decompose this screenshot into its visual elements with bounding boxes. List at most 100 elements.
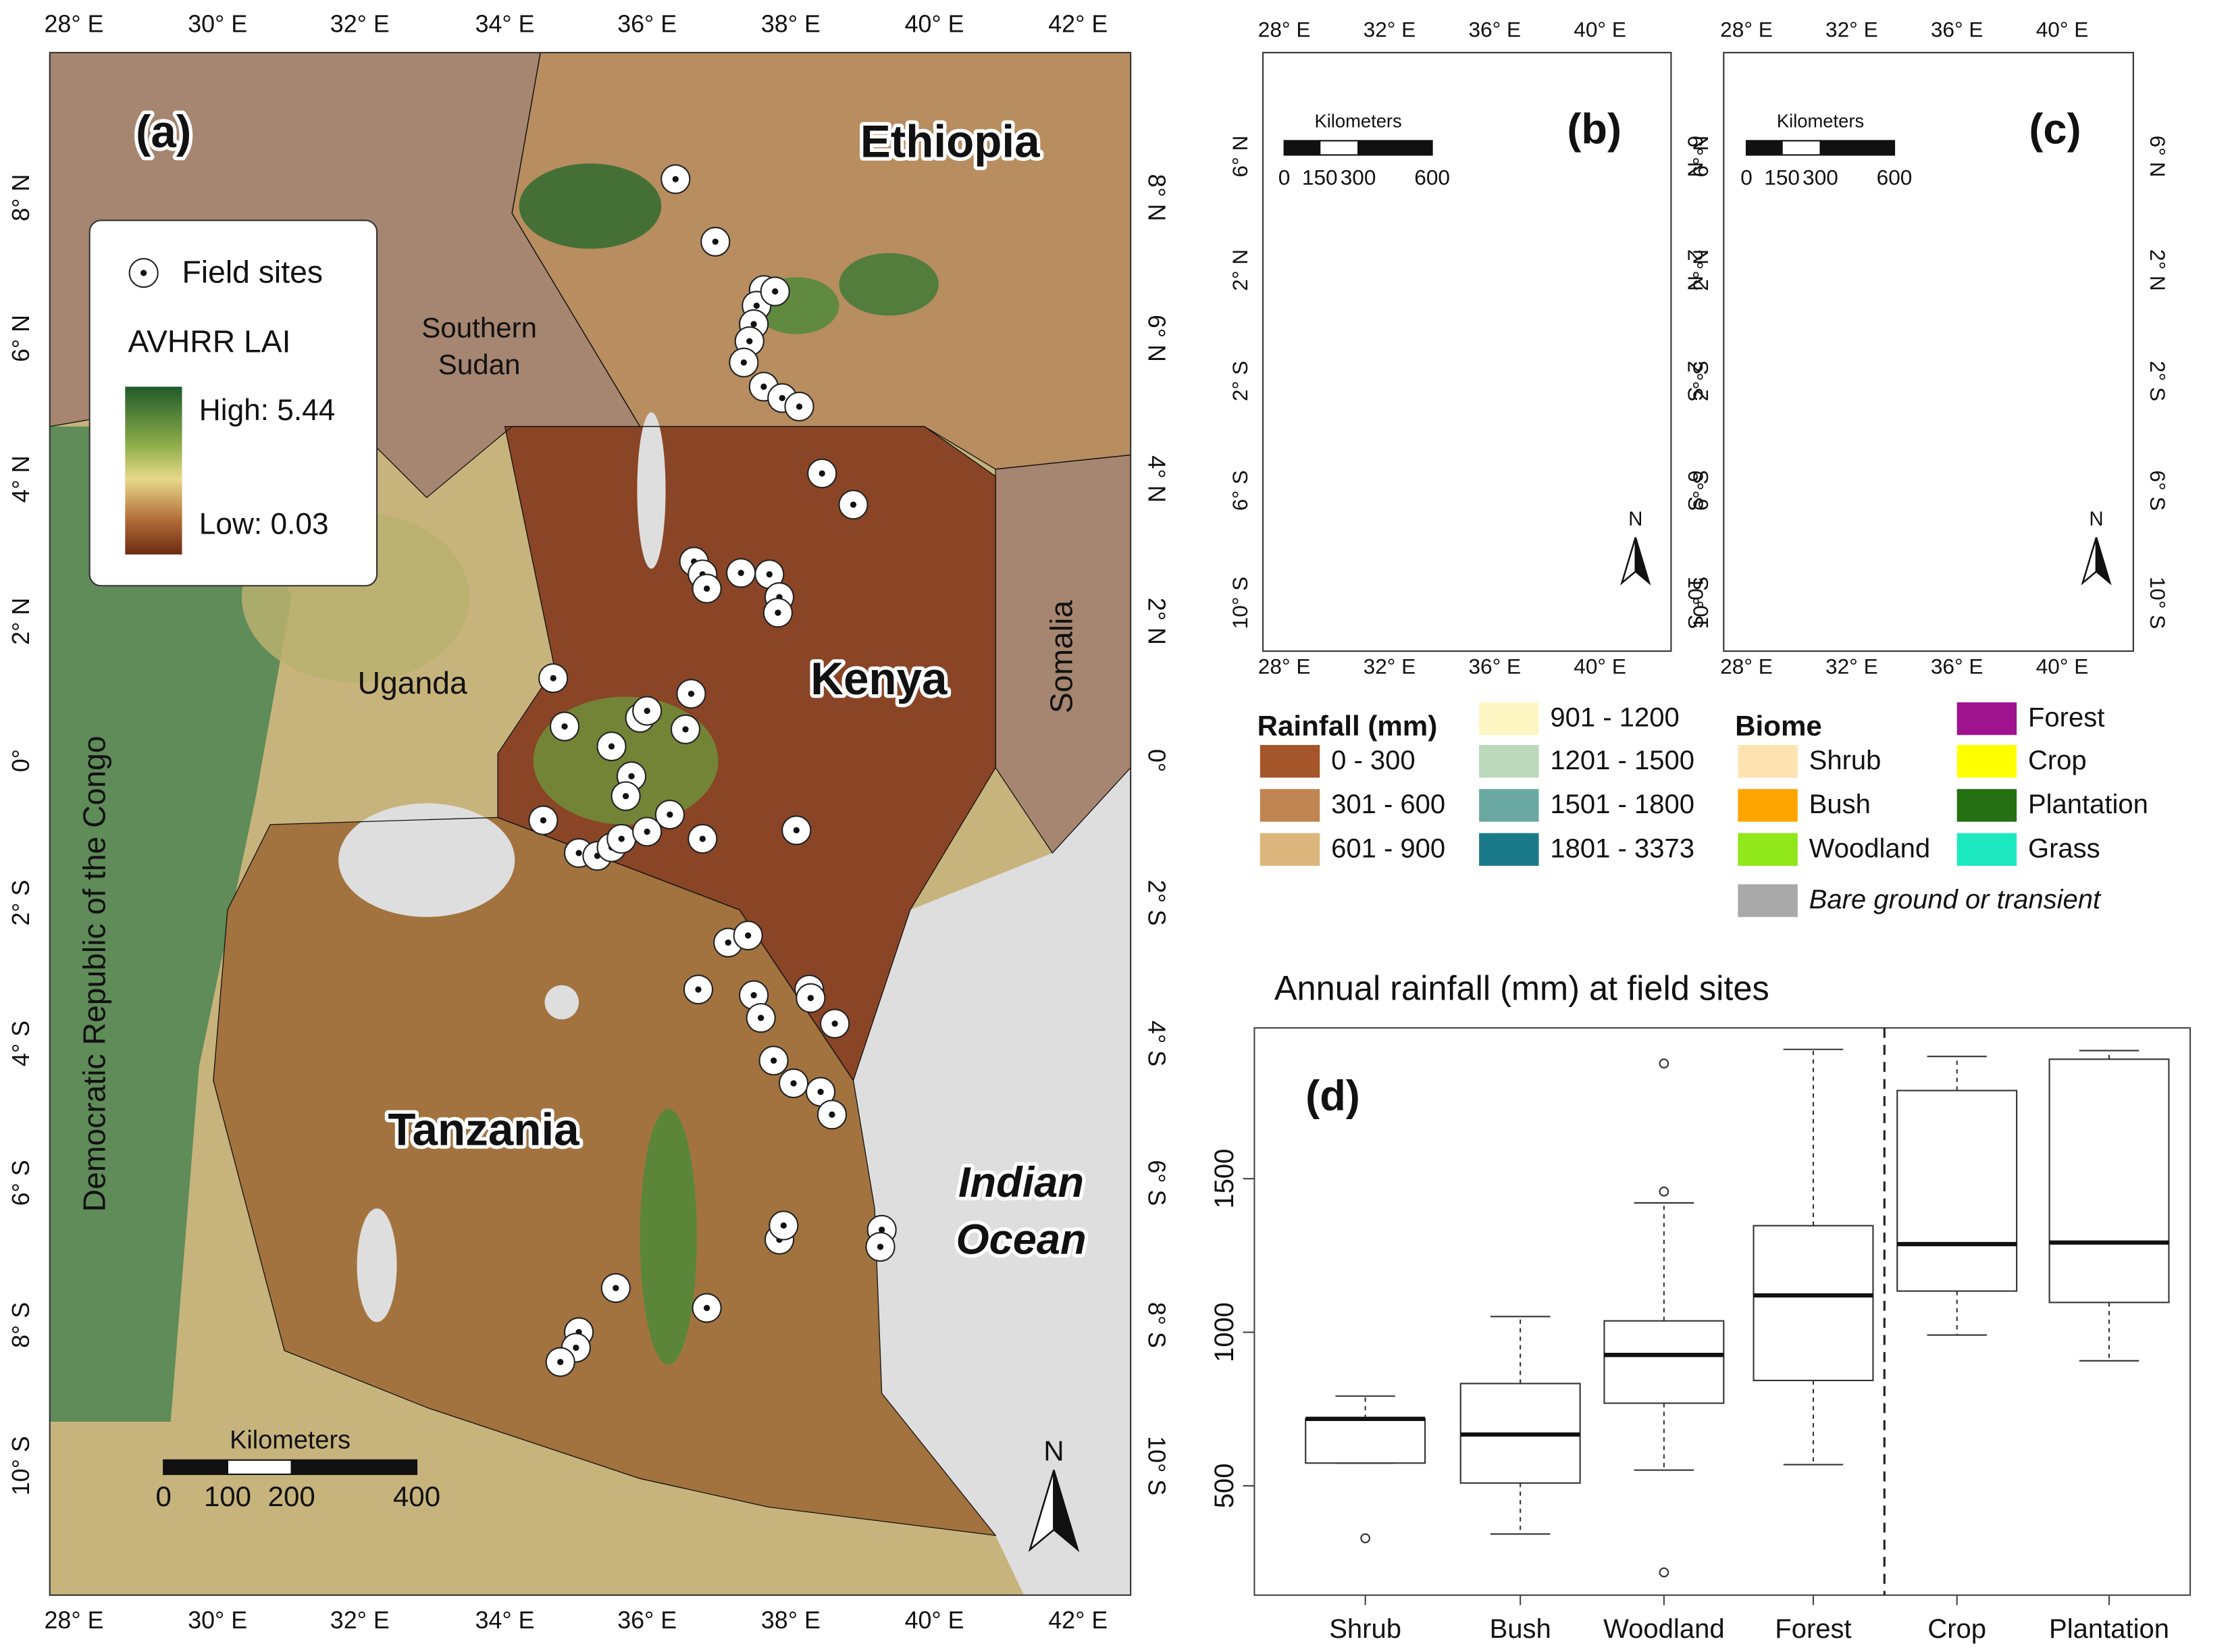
scale-label: 100 [204, 1480, 251, 1512]
lon-tick-label: 38° E [761, 10, 821, 37]
country-label: Somalia [1043, 600, 1079, 713]
north-label: N [1628, 508, 1642, 530]
ocean [853, 767, 1131, 1595]
scale-label: 600 [1414, 165, 1450, 190]
ocean-label: Ocean [956, 1216, 1086, 1263]
x-tick-label: Bush [1490, 1614, 1551, 1644]
box [1305, 1418, 1426, 1464]
field-site-dot [628, 773, 635, 779]
lon-tick-label: 32° E [1825, 18, 1878, 42]
legend-title: Rainfall (mm) [1257, 710, 1438, 742]
lake [637, 412, 666, 569]
land-cover-patch [1986, 467, 2038, 567]
region-kenya [1440, 195, 1623, 450]
legend-label: 901 - 1200 [1550, 703, 1679, 733]
lon-tick-label: 38° E [761, 1607, 821, 1634]
legend-label: Forest [2028, 703, 2104, 733]
lon-tick-label: 34° E [475, 10, 535, 37]
lon-tick-label: 32° E [330, 1607, 390, 1634]
scale-label: 400 [393, 1480, 440, 1512]
map-frame [1262, 51, 1672, 652]
legend-swatch [1738, 789, 1798, 822]
land-cover-patch [839, 253, 939, 316]
legend-label: Bare ground or transient [1809, 885, 2102, 914]
land-cover-patch [1429, 290, 1481, 356]
lon-tick-label: 28° E [1720, 18, 1773, 42]
lake [1388, 500, 1403, 544]
region-somalia [995, 455, 1131, 853]
country-label: Kenya [810, 654, 948, 704]
lon-tick-label: 28° E [45, 10, 104, 37]
field-site-dot [779, 394, 785, 402]
country-border [1440, 195, 1623, 450]
field-site-dot [807, 995, 814, 1002]
country-label: Uganda [358, 665, 467, 700]
field-site-dot [712, 238, 719, 245]
lat-tick-label: 10° S [1688, 577, 1713, 629]
field-site-dot [644, 828, 650, 835]
region-congo [49, 426, 292, 1422]
field-site-dot [753, 302, 760, 309]
lake [357, 1208, 397, 1322]
field-site-dot [831, 1020, 838, 1027]
field-site-dot [760, 383, 767, 390]
legend-label: Plantation [2028, 790, 2148, 819]
legend-label: Crop [2028, 746, 2087, 775]
field-site-dot [550, 675, 556, 681]
lat-tick-label: 8° N [1143, 174, 1170, 222]
lon-tick-label: 32° E [1364, 18, 1416, 42]
scale-segment [1745, 140, 1783, 156]
field-site-dot [667, 811, 673, 818]
legend-swatch [1956, 745, 2017, 778]
lat-tick-label: 0° [7, 749, 34, 772]
field-site-dot [829, 1111, 835, 1118]
lat-tick-label: 2° S [1143, 880, 1170, 926]
legend-label: 301 - 600 [1331, 790, 1445, 819]
field-site-dot [740, 359, 748, 366]
lat-tick-label: 6° N [2146, 136, 2170, 178]
outlier [1659, 1186, 1669, 1197]
outlier [1659, 1058, 1669, 1069]
lat-tick-label: 2° S [1228, 361, 1252, 401]
legend-swatch [1956, 789, 2017, 822]
panel-label: (b) [1567, 105, 1622, 153]
lat-tick-label: 2° S [7, 880, 34, 926]
map-frame [49, 51, 1132, 1596]
y-tick-label: 500 [1210, 1464, 1239, 1509]
field-site-dot [746, 338, 753, 344]
lon-tick-label: 42° E [1048, 10, 1108, 37]
land-cover-patch [1844, 378, 1907, 434]
field-site-dot [737, 569, 744, 576]
field-site-dot [575, 850, 582, 856]
north-arrow [1620, 537, 1637, 586]
lat-tick-label: 6° S [1143, 1160, 1170, 1206]
map-frame [1723, 51, 2134, 652]
scale-segment [1283, 140, 1321, 156]
country-border [1622, 207, 1671, 362]
scale-segment [163, 1459, 228, 1475]
legend-swatch [1479, 789, 1539, 822]
lat-tick-label: 6° N [1688, 136, 1713, 178]
lake [1457, 413, 1470, 427]
field-site-dot [672, 176, 679, 182]
x-tick-label: Crop [1927, 1614, 1986, 1644]
legend-swatch [1738, 833, 1798, 866]
lat-tick-label: 10° S [2146, 577, 2170, 629]
lat-tick-label: 6° N [1684, 136, 1708, 178]
field-site-dot [817, 1089, 824, 1095]
lon-tick-label: 28° E [1258, 654, 1311, 679]
north-arrow [1053, 1470, 1080, 1553]
land-cover-patch [1897, 428, 1991, 517]
land-cover-patch [1949, 157, 2012, 257]
x-tick-label: Forest [1775, 1614, 1851, 1644]
box [1753, 1224, 1874, 1381]
lon-tick-label: 28° E [1258, 18, 1311, 42]
lat-tick-label: 6° N [1143, 315, 1170, 362]
box [1896, 1089, 2018, 1292]
lat-tick-label: 2° N [2146, 249, 2170, 291]
land-cover-patch [1429, 417, 1523, 483]
field-site-dot [850, 501, 857, 508]
lat-tick-label: 2° S [1684, 361, 1708, 401]
region-kenya [498, 426, 996, 1081]
field-site-dot [766, 571, 773, 578]
